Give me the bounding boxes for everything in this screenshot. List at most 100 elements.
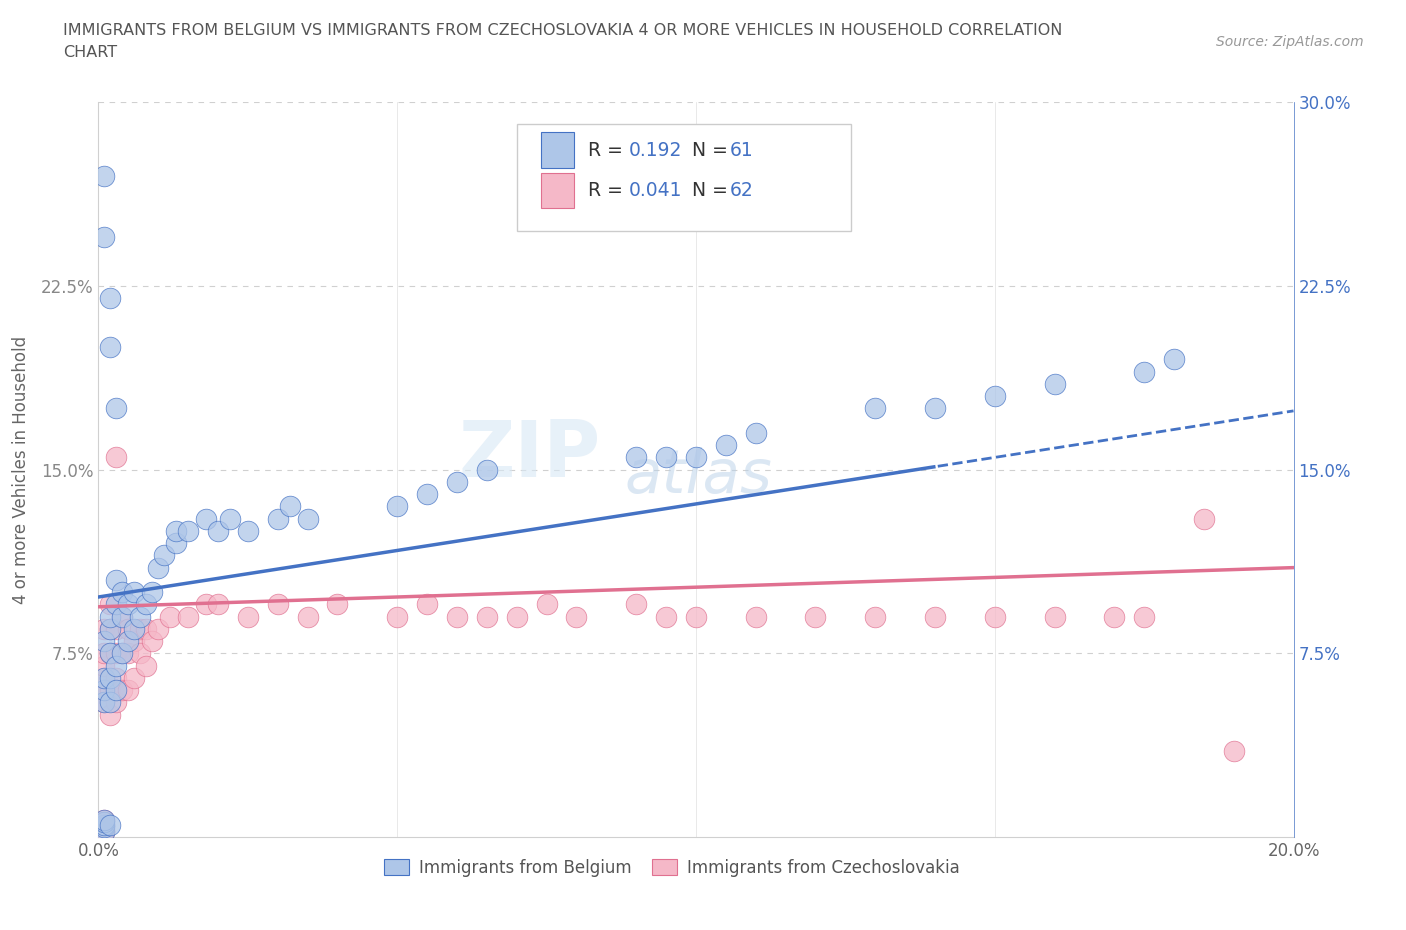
Point	[1133, 609, 1156, 624]
Point	[111, 646, 134, 661]
Point	[98, 646, 122, 661]
Point	[98, 621, 122, 636]
Point	[1163, 352, 1185, 367]
Point	[446, 609, 468, 624]
Point	[93, 230, 115, 245]
Point	[195, 597, 218, 612]
Point	[475, 462, 498, 477]
Point	[135, 621, 157, 636]
Point	[207, 524, 229, 538]
Point	[111, 609, 134, 624]
Point	[714, 438, 737, 453]
Point	[111, 646, 134, 661]
Point	[135, 597, 157, 612]
Point	[129, 609, 152, 624]
Point	[93, 695, 115, 710]
Text: Source: ZipAtlas.com: Source: ZipAtlas.com	[1216, 35, 1364, 49]
Point	[93, 646, 115, 661]
Text: N =: N =	[681, 181, 734, 200]
Point	[105, 621, 128, 636]
Text: IMMIGRANTS FROM BELGIUM VS IMMIGRANTS FROM CZECHOSLOVAKIA 4 OR MORE VEHICLES IN : IMMIGRANTS FROM BELGIUM VS IMMIGRANTS FR…	[63, 23, 1063, 38]
Point	[93, 683, 115, 698]
Point	[93, 168, 115, 183]
Text: R =: R =	[589, 181, 630, 200]
Point	[141, 633, 163, 648]
Point	[98, 671, 122, 685]
Point	[1133, 365, 1156, 379]
Y-axis label: 4 or more Vehicles in Household: 4 or more Vehicles in Household	[11, 336, 30, 604]
Point	[93, 825, 115, 840]
Point	[105, 646, 128, 661]
Point	[93, 633, 115, 648]
Point	[804, 609, 827, 624]
Point	[177, 524, 200, 538]
Point	[1043, 377, 1066, 392]
Point	[219, 512, 242, 526]
Point	[1104, 609, 1126, 624]
Point	[297, 609, 319, 624]
Point	[195, 512, 218, 526]
Point	[117, 683, 139, 698]
Point	[865, 401, 887, 416]
Point	[924, 401, 946, 416]
Point	[236, 609, 259, 624]
Point	[297, 512, 319, 526]
Point	[93, 815, 115, 830]
Point	[1043, 609, 1066, 624]
Point	[626, 597, 648, 612]
Point	[98, 597, 122, 612]
Point	[141, 585, 163, 600]
Text: atlas: atlas	[624, 447, 772, 507]
Point	[148, 621, 170, 636]
Point	[93, 671, 115, 685]
Point	[105, 671, 128, 685]
Text: 61: 61	[730, 140, 754, 160]
Point	[105, 658, 128, 673]
Point	[446, 474, 468, 489]
Point	[326, 597, 349, 612]
Point	[93, 822, 115, 837]
Point	[124, 671, 146, 685]
Text: 62: 62	[730, 181, 754, 200]
Point	[93, 817, 115, 832]
Point	[124, 621, 146, 636]
Point	[148, 560, 170, 575]
Point	[124, 633, 146, 648]
Point	[159, 609, 181, 624]
Point	[117, 621, 139, 636]
Text: N =: N =	[681, 140, 734, 160]
Point	[135, 658, 157, 673]
Point	[1192, 512, 1215, 526]
Point	[416, 597, 439, 612]
Point	[93, 671, 115, 685]
Text: R =: R =	[589, 140, 630, 160]
Point	[278, 498, 301, 513]
Point	[177, 609, 200, 624]
Point	[536, 597, 558, 612]
Point	[98, 609, 122, 624]
Point	[93, 621, 115, 636]
Point	[416, 486, 439, 501]
Point	[117, 633, 139, 648]
Point	[655, 450, 678, 465]
Point	[98, 339, 122, 354]
Point	[93, 658, 115, 673]
Point	[93, 819, 115, 834]
Point	[98, 695, 122, 710]
Point	[98, 707, 122, 722]
Point	[117, 597, 139, 612]
Point	[124, 585, 146, 600]
Point	[98, 291, 122, 306]
Point	[236, 524, 259, 538]
Point	[984, 389, 1007, 404]
Point	[105, 401, 128, 416]
FancyBboxPatch shape	[517, 125, 852, 231]
Point	[129, 621, 152, 636]
Point	[105, 450, 128, 465]
Point	[117, 646, 139, 661]
Point	[1223, 744, 1246, 759]
Point	[685, 450, 707, 465]
Text: 0.192: 0.192	[628, 140, 682, 160]
Point	[685, 609, 707, 624]
Point	[111, 683, 134, 698]
